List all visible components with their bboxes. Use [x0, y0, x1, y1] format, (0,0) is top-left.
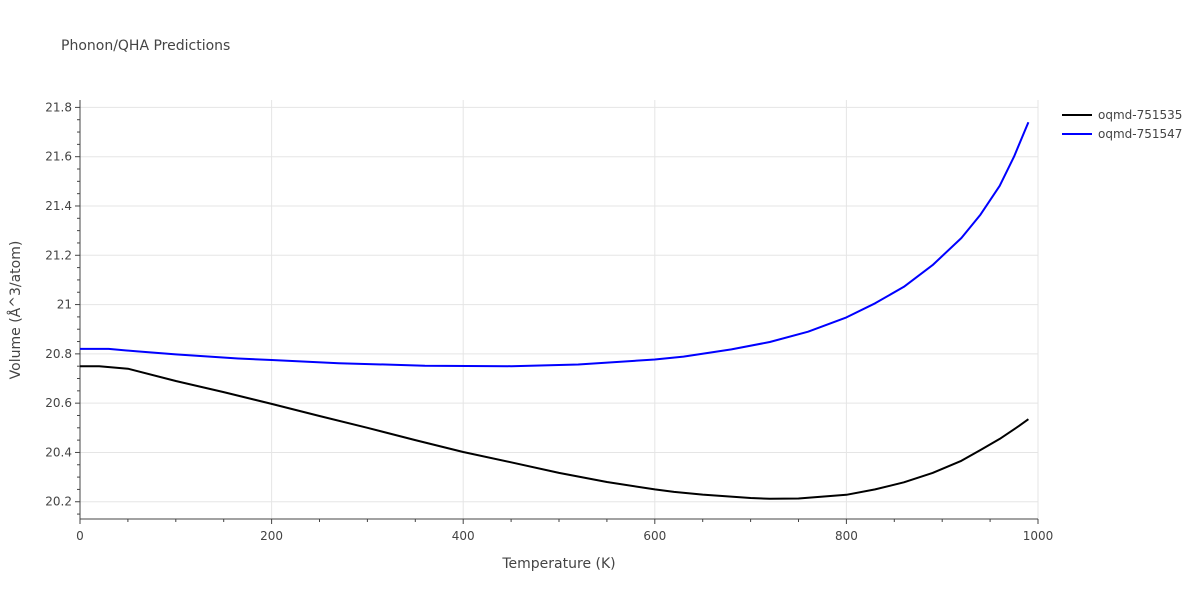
legend: oqmd-751535 oqmd-751547 — [1062, 108, 1182, 141]
chart-title: Phonon/QHA Predictions — [61, 38, 230, 54]
y-tick-label: 20.8 — [45, 347, 72, 361]
y-tick-label: 21.4 — [45, 199, 72, 213]
y-tick-label: 20.2 — [45, 495, 72, 509]
y-tick-label: 21.8 — [45, 100, 72, 114]
gridlines — [80, 100, 1039, 519]
y-tick-label: 21.6 — [45, 150, 72, 164]
x-tick-label: 200 — [260, 529, 283, 543]
y-tick-label: 21.2 — [45, 248, 72, 262]
y-tick-label: 20.4 — [45, 445, 72, 459]
plot-area — [80, 121, 1030, 500]
x-tick-label: 400 — [452, 529, 475, 543]
x-tick-label: 800 — [835, 529, 858, 543]
axes — [75, 100, 1039, 524]
tick-labels: 0 200 400 600 800 1000 20.2 20.4 20.6 20.8 21 21.2 2… — [45, 100, 1053, 543]
y-tick-label: 21 — [57, 298, 72, 312]
x-tick-label: 600 — [643, 529, 666, 543]
x-tick-label: 0 — [76, 529, 84, 543]
legend-label: oqmd-751535 — [1098, 108, 1182, 122]
legend-label: oqmd-751547 — [1098, 127, 1182, 141]
y-tick-label: 20.6 — [45, 396, 72, 410]
series-line-oqmd-751547 — [80, 121, 1030, 368]
series-line-oqmd-751535 — [80, 365, 1029, 500]
x-axis-title: Temperature (K) — [501, 556, 615, 572]
x-tick-label: 1000 — [1023, 529, 1054, 543]
y-axis-title: Volume (Å^3/atom) — [7, 241, 24, 380]
